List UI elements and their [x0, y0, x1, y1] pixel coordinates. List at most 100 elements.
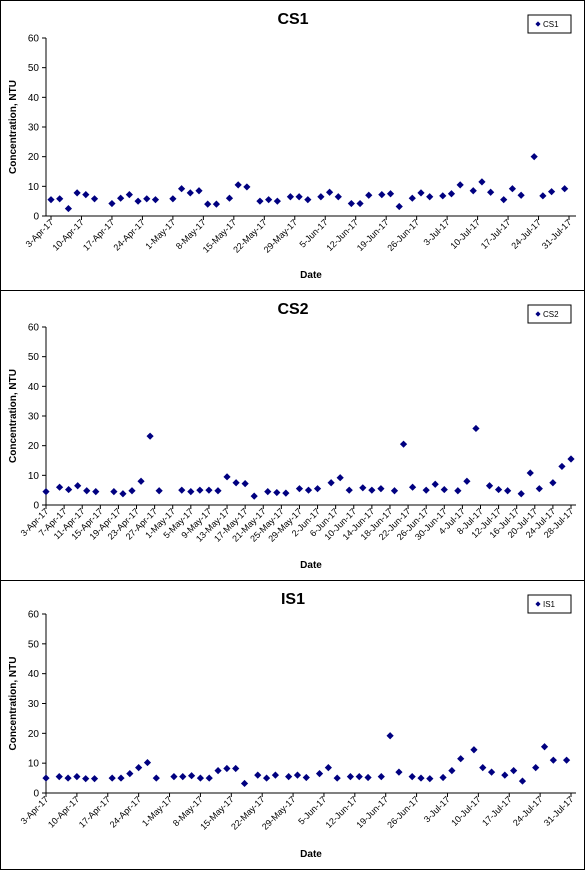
- data-point: [250, 492, 258, 500]
- data-point: [487, 188, 495, 196]
- chart-title: CS1: [277, 11, 308, 28]
- data-point: [313, 485, 322, 493]
- x-axis-label: Date: [300, 849, 322, 860]
- x-tick-label: 10-Jul-17: [449, 794, 483, 828]
- data-point: [74, 482, 82, 490]
- x-tick-label: 3-Jul-17: [422, 794, 452, 824]
- x-tick-label: 19-Jun-17: [354, 794, 390, 830]
- data-point: [547, 188, 556, 196]
- data-point: [549, 479, 557, 487]
- chart-panel-cs2: CS2 0 10 20 30 40 50 60 Concentration, NTU 3-Apr-…: [0, 290, 585, 581]
- data-point: [345, 486, 353, 494]
- data-point: [334, 193, 342, 201]
- chart-panel-is1: IS1 0 10 20 30 40 50 60 Concentration, NTU 3-Apr-…: [0, 580, 585, 870]
- data-point: [234, 181, 242, 189]
- x-tick-label: 26-Jun-17: [385, 794, 421, 830]
- chart-legend: CS1: [527, 14, 572, 34]
- data-point: [108, 199, 116, 208]
- data-point: [378, 191, 386, 199]
- data-point: [517, 191, 525, 199]
- data-point: [196, 486, 204, 494]
- data-point: [395, 768, 403, 776]
- data-point: [143, 758, 152, 767]
- data-point: [530, 153, 538, 161]
- data-point: [146, 432, 154, 440]
- data-point: [240, 779, 249, 788]
- data-point: [126, 770, 134, 778]
- data-point: [55, 772, 63, 781]
- data-point: [214, 767, 222, 775]
- data-point: [333, 774, 341, 782]
- data-point: [65, 485, 73, 494]
- data-point: [119, 490, 127, 498]
- data-point: [83, 487, 91, 495]
- data-point: [73, 772, 81, 781]
- data-point: [232, 479, 240, 487]
- legend-box: [527, 14, 572, 34]
- x-tick-label: 24-Apr-17: [111, 217, 146, 252]
- x-tick-label: 24-Apr-17: [108, 794, 143, 829]
- data-point: [143, 195, 151, 203]
- data-point: [179, 772, 187, 781]
- data-point: [327, 479, 335, 487]
- data-point: [561, 185, 569, 193]
- data-point: [390, 487, 399, 495]
- data-point: [377, 485, 385, 493]
- data-point: [510, 767, 518, 775]
- data-point: [108, 774, 116, 782]
- data-point: [386, 732, 394, 740]
- data-point: [359, 484, 367, 492]
- y-tick-label: 0: [33, 212, 39, 223]
- data-point: [128, 487, 136, 495]
- data-point: [195, 187, 203, 195]
- data-point: [535, 485, 543, 493]
- data-point: [324, 764, 332, 772]
- legend-marker: [535, 311, 541, 317]
- data-point: [42, 774, 50, 782]
- data-point: [440, 485, 448, 494]
- data-point: [426, 193, 434, 201]
- data-point: [487, 768, 496, 776]
- data-point: [110, 488, 118, 496]
- data-point: [286, 193, 295, 201]
- data-point: [187, 488, 195, 496]
- data-point: [243, 183, 251, 191]
- data-point: [504, 487, 512, 495]
- data-point: [315, 770, 324, 778]
- y-tick-label: 60: [28, 610, 40, 621]
- x-tick-label: 29-May-17: [262, 217, 299, 254]
- y-tick-label: 20: [28, 152, 40, 163]
- data-point: [469, 187, 477, 195]
- x-tick-label: 3-Jul-17: [421, 217, 451, 247]
- y-tick-label: 10: [28, 759, 40, 770]
- data-point: [295, 193, 303, 201]
- legend-marker: [535, 21, 541, 27]
- x-tick-label: 31-Jul-17: [540, 217, 574, 251]
- data-point: [55, 483, 64, 491]
- data-point: [454, 487, 462, 495]
- data-point: [426, 775, 434, 783]
- data-point: [439, 192, 447, 200]
- data-point: [223, 473, 231, 481]
- data-point: [356, 199, 364, 208]
- data-point: [463, 477, 471, 485]
- y-tick-label: 30: [28, 412, 40, 423]
- data-point: [178, 486, 186, 494]
- legend-label: CS1: [543, 20, 559, 29]
- data-point: [395, 202, 403, 211]
- x-tick-label: 10-Apr-17: [51, 217, 86, 252]
- y-tick-label: 10: [28, 182, 40, 193]
- x-axis-label: Date: [300, 560, 322, 571]
- data-point: [439, 773, 447, 782]
- data-point: [47, 196, 55, 204]
- y-tick-label: 20: [28, 729, 40, 740]
- data-point: [479, 764, 487, 772]
- data-point: [223, 764, 231, 773]
- y-tick-label: 30: [28, 123, 40, 134]
- y-axis-label: Concentration, NTU: [8, 369, 19, 463]
- x-tick-label: 17-Jul-17: [479, 217, 513, 251]
- data-point: [56, 195, 64, 203]
- y-tick-label: 0: [33, 501, 39, 512]
